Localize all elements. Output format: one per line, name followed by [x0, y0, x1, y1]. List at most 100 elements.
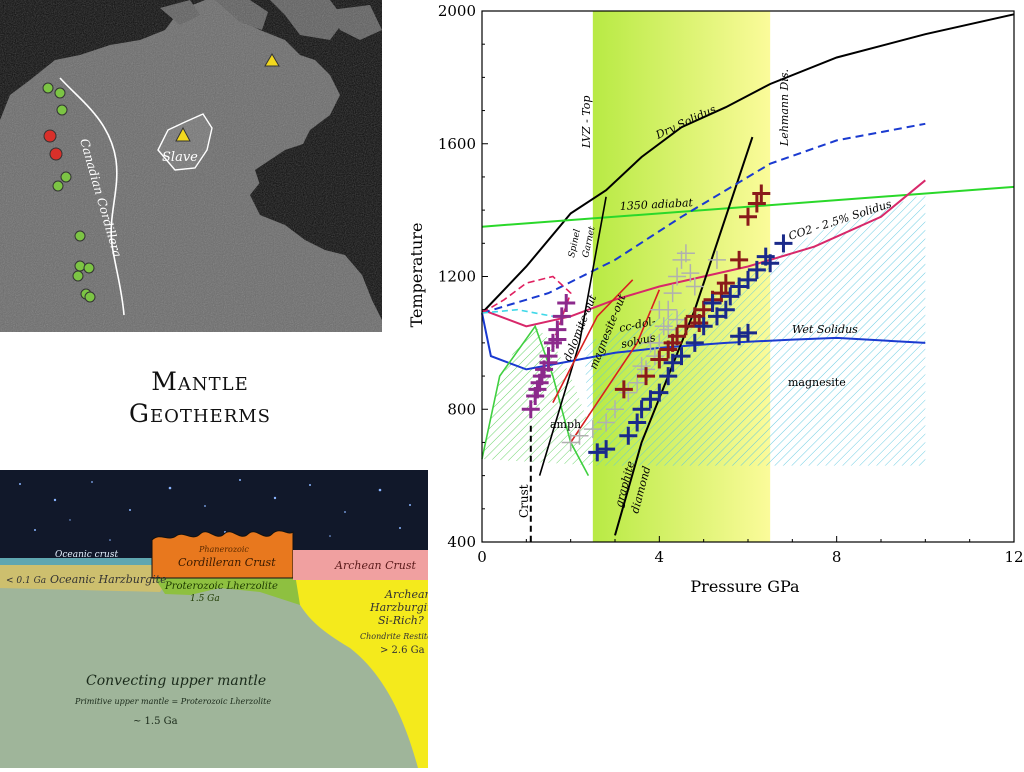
archean-mantle-region [290, 574, 428, 768]
amphibole-boundary-curve [481, 324, 590, 476]
x-tick-label: 4 [655, 548, 665, 566]
x-axis-label: Pressure GPa [690, 577, 800, 596]
site-marker [72, 270, 84, 282]
curve-layer [481, 13, 1015, 542]
terrain-texture [0, 0, 382, 332]
cyan-dashed-curve [481, 308, 554, 318]
slide-title: Mantle Geotherms [100, 366, 300, 430]
data-point [557, 294, 576, 313]
data-point [774, 234, 793, 253]
dolomite-out-curve [552, 279, 634, 403]
x-tick-label: 0 [477, 548, 487, 566]
site-marker [42, 82, 54, 94]
annotation-1350-adiabat: 1350 adiabat [619, 196, 693, 213]
data-point [668, 267, 687, 286]
y-tick-label: 1600 [438, 135, 476, 153]
magnesite-field [583, 193, 926, 466]
point-layer [521, 184, 793, 462]
data-point [532, 367, 551, 386]
data-point [690, 313, 709, 332]
site-marker [49, 147, 63, 161]
data-point [552, 307, 571, 326]
site-marker [84, 291, 96, 303]
lithosphere-cross-section: Oceanic crust < 0.1 Ga Oceanic Harzburgi… [0, 470, 439, 768]
archean-harz-line-3: Si-Rich? [378, 614, 424, 627]
data-point [752, 184, 771, 203]
convecting-mantle-label: Convecting upper mantle [86, 673, 266, 689]
data-point [650, 300, 669, 319]
proterozoic-age-label: 1.5 Ga [190, 594, 220, 604]
data-point [730, 327, 749, 346]
chondrite-restite-label: Chondrite Restite [360, 632, 428, 641]
y-tick-label: 400 [447, 533, 476, 551]
y-tick-label: 1200 [438, 268, 476, 286]
y-tick-label: 2000 [438, 2, 476, 20]
slave-outline [157, 113, 213, 171]
data-point [588, 443, 607, 462]
mantle-region [0, 582, 428, 768]
data-point [676, 317, 695, 336]
data-point [632, 357, 651, 376]
data-point [663, 333, 682, 352]
data-point [739, 323, 757, 342]
cordilleran-crust-region [151, 530, 294, 579]
annotation-spinel: Spinel [567, 228, 583, 258]
data-point [650, 383, 669, 402]
data-point [747, 194, 766, 213]
site-marker [56, 104, 68, 116]
data-point [721, 287, 740, 306]
canada-map: Canadian Cordillera Slave [0, 0, 382, 332]
data-point [539, 353, 558, 372]
site-marker [60, 171, 72, 183]
annotation-amph: amph [550, 418, 581, 431]
data-point [597, 440, 616, 459]
axis-layer: 0 4 8 12 400 800 1200 1600 2000 [438, 2, 1024, 566]
slave-label: Slave [162, 150, 198, 165]
co2-2-5-solidus-curve [481, 179, 926, 328]
data-point [707, 250, 726, 269]
annotation-lehmann: Lehmann Dis. [778, 69, 791, 147]
site-marker [83, 262, 95, 274]
data-point [583, 420, 602, 439]
annotation-lvz-top: LVZ - Top [580, 96, 593, 149]
cordilleran-crust-label: Cordilleran Crust [178, 556, 276, 569]
data-point [619, 426, 638, 445]
mantle-geotherm-dashed-curve [481, 122, 926, 314]
archean-age-label: > 2.6 Ga [380, 645, 425, 656]
triangle-marker [175, 126, 191, 142]
annotation-wet-solidus: Wet Solidus [792, 323, 858, 336]
data-point [685, 277, 704, 296]
data-point [659, 367, 678, 386]
data-point [632, 400, 651, 419]
data-point [712, 284, 731, 303]
data-point [663, 284, 682, 303]
1350-adiabat-curve [481, 185, 1015, 228]
primitive-mantle-label: Primitive upper mantle = Proterozoic Lhe… [74, 697, 271, 706]
data-point [730, 250, 749, 269]
data-point [619, 383, 638, 402]
oceanic-harzburgite-label: Oceanic Harzburgite [50, 573, 167, 586]
kimberlite-sites [42, 82, 96, 303]
proterozoic-lherzolite-region [152, 574, 300, 605]
data-point [528, 380, 547, 399]
map-svg: Canadian Cordillera Slave [0, 0, 382, 332]
data-point [606, 400, 624, 419]
title-line-1: Mantle [151, 367, 249, 396]
archean-crust-region [293, 550, 428, 580]
triangle-marker [264, 53, 280, 67]
oceanic-harzburgite-region [0, 565, 165, 592]
mantle-age-label: ~ 1.5 Ga [133, 716, 178, 727]
data-point [637, 367, 656, 386]
archean-harz-line-1: Archean [384, 588, 428, 601]
oceanic-age-label: < 0.1 Ga [6, 576, 46, 586]
data-point [570, 426, 589, 445]
data-point [747, 260, 766, 279]
y-tick-label: 800 [447, 400, 476, 418]
annotation-crust: Crust [517, 484, 531, 518]
title-line-2: Geotherms [128, 399, 272, 428]
phanerozoic-label: Phanerozoic [198, 545, 249, 554]
site-marker [74, 230, 86, 242]
site-marker [43, 129, 57, 143]
site-marker [54, 87, 66, 99]
